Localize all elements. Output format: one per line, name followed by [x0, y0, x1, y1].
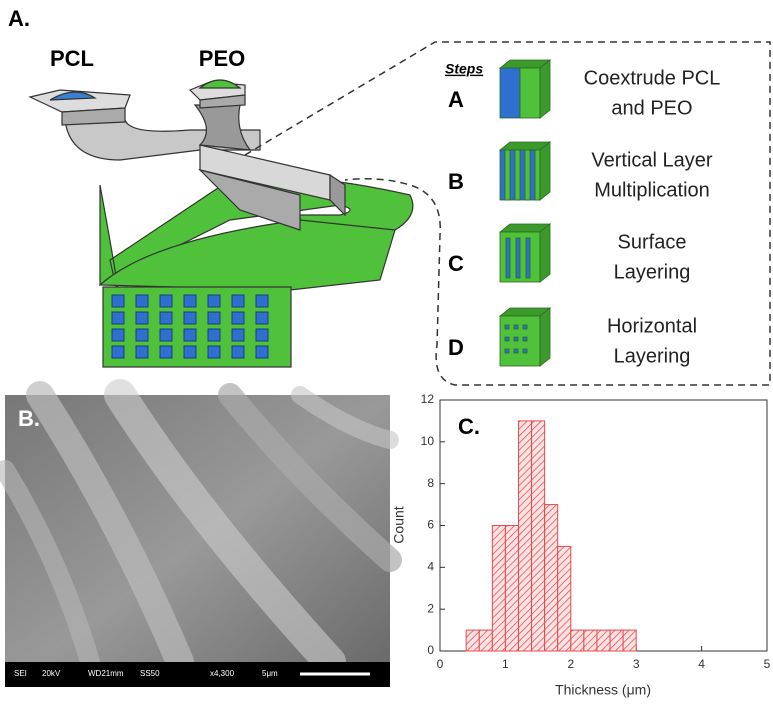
input-label: PCL [50, 46, 94, 71]
histogram-bar [492, 526, 505, 652]
x-tick-label: 4 [698, 657, 705, 671]
panel-label: B. [18, 406, 40, 431]
step-description: and PEO [611, 97, 692, 119]
sem-info-text: 5μm [262, 669, 278, 678]
sem-info-text: SS50 [140, 669, 160, 678]
step-description: Horizontal [607, 315, 697, 337]
histogram-bar [545, 505, 558, 651]
histogram-bar [597, 630, 610, 651]
step-description: Multiplication [594, 179, 710, 201]
x-tick-label: 5 [764, 657, 771, 671]
step-cubes [500, 60, 550, 366]
histogram-bar [532, 421, 545, 651]
step-letter: D [448, 335, 464, 360]
x-axis-label: Thickness (μm) [555, 682, 651, 698]
step-letter: C [448, 251, 464, 276]
x-tick-label: 2 [567, 657, 574, 671]
step-description: Vertical Layer [591, 149, 713, 171]
steps-heading: Steps [445, 61, 483, 77]
y-tick-label: 6 [427, 518, 434, 532]
histogram-bar [558, 546, 571, 651]
extruder-diagram [30, 80, 413, 367]
x-tick-label: 3 [633, 657, 640, 671]
y-tick-label: 10 [421, 434, 435, 448]
y-tick-label: 4 [427, 560, 434, 574]
histogram-bar [505, 526, 518, 652]
input-label: PEO [199, 46, 245, 71]
panel-label: A. [8, 6, 30, 31]
histogram-bar [466, 630, 479, 651]
histogram-bar [584, 630, 597, 651]
step-description: Surface [618, 231, 687, 253]
sem-info-text: SEI [14, 669, 27, 678]
plot-frame [440, 400, 767, 651]
y-axis-label: Count [391, 506, 407, 543]
y-tick-label: 2 [427, 601, 434, 615]
histogram-bar [518, 421, 531, 651]
figure: A. PCL PEO Steps A Coextrude PCL and PEO B V… [0, 0, 773, 706]
step-letter: B [448, 169, 464, 194]
sem-info-text: 20kV [42, 669, 61, 678]
histogram-bar [623, 630, 636, 651]
step-description: Layering [614, 261, 691, 283]
y-tick-label: 12 [421, 392, 435, 406]
x-tick-label: 0 [437, 657, 444, 671]
histogram-bar [610, 630, 623, 651]
step-description: Coextrude PCL [584, 67, 721, 89]
histogram-bar [571, 630, 584, 651]
sem-info-text: WD21mm [88, 669, 124, 678]
y-tick-label: 0 [427, 643, 434, 657]
panel-label: C. [458, 414, 480, 439]
step-letter: A [448, 87, 464, 112]
sem-info-text: x4,300 [210, 669, 235, 678]
x-tick-label: 1 [502, 657, 509, 671]
y-tick-label: 8 [427, 476, 434, 490]
step-description: Layering [614, 345, 691, 367]
histogram-bar [479, 630, 492, 651]
